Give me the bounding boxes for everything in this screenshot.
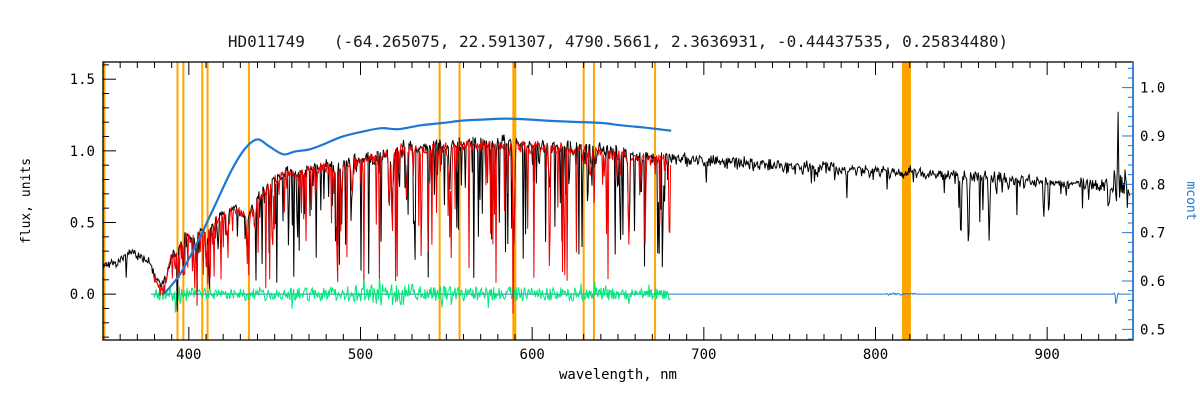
x-tick-label: 500: [348, 347, 373, 363]
y-right-tick-label: 0.5: [1140, 322, 1165, 338]
x-tick-label: 900: [1035, 347, 1060, 363]
y-right-tick-label: 0.8: [1140, 177, 1165, 193]
x-tick-label: 400: [176, 347, 201, 363]
y-right-tick-label: 1.0: [1140, 81, 1165, 97]
y-axis-label-left: flux, units: [19, 158, 34, 244]
x-tick-label: 800: [863, 347, 888, 363]
y-right-tick-label: 0.6: [1140, 274, 1165, 290]
plot-title: HD011749 (-64.265075, 22.591307, 4790.56…: [228, 32, 1008, 51]
y-right-tick-label: 0.7: [1140, 226, 1165, 242]
y-right-tick-label: 0.9: [1140, 129, 1165, 145]
data-series: [103, 111, 1132, 314]
axes: 400 500 600 700 800 900 0.0 0.5 1.0 1.5 0.5 0.6 0.7 0…: [70, 61, 1165, 363]
y-left-tick-label: 1.5: [70, 72, 95, 88]
x-tick-label: 700: [691, 347, 716, 363]
y-left-tick-label: 0.0: [70, 287, 95, 303]
x-axis-label: wavelength, nm: [559, 367, 677, 383]
x-tick-label: 600: [520, 347, 545, 363]
y-axis-label-right: mcont: [1183, 181, 1198, 220]
y-left-tick-label: 1.0: [70, 144, 95, 160]
y-left-tick-label: 0.5: [70, 215, 95, 231]
